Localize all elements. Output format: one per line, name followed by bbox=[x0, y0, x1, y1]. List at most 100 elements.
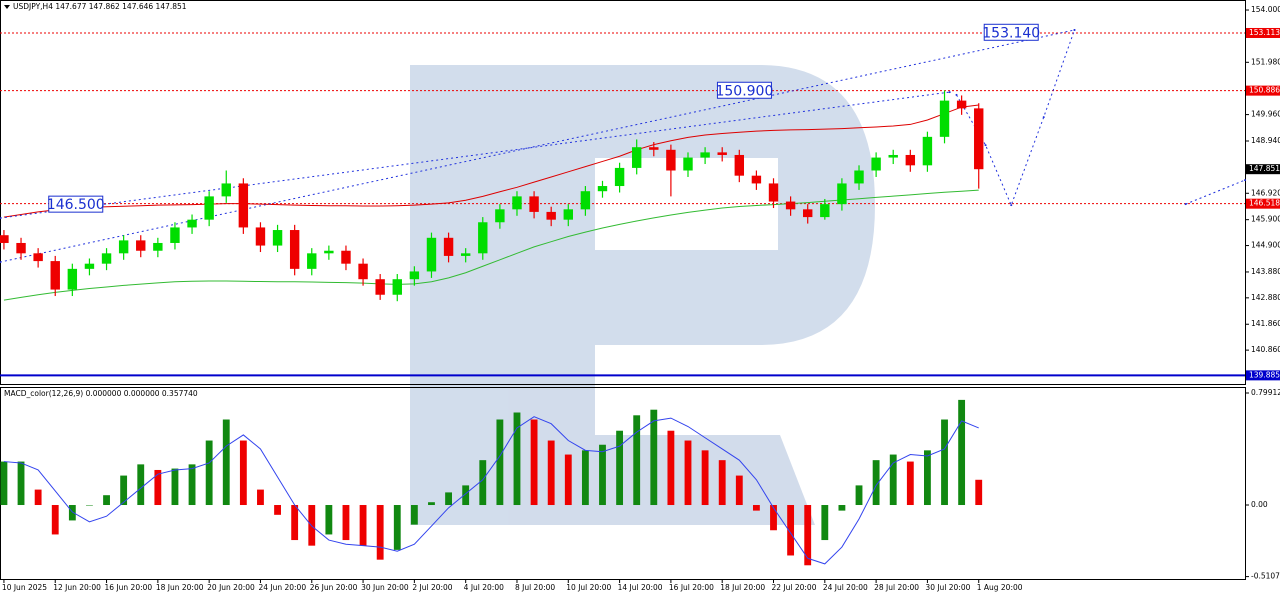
macd-bar bbox=[975, 479, 983, 506]
trend-point bbox=[1244, 179, 1246, 182]
macd-bar bbox=[872, 460, 880, 506]
candle-body bbox=[307, 253, 317, 269]
candle-body bbox=[922, 136, 933, 166]
macd-bar bbox=[889, 454, 897, 506]
macd-bar bbox=[445, 492, 452, 506]
macd-bar bbox=[855, 485, 863, 506]
macd-bar bbox=[188, 464, 196, 506]
macd-bar bbox=[428, 502, 435, 506]
macd-bar bbox=[222, 419, 230, 506]
y-tick-label: 146.920 bbox=[1251, 188, 1280, 197]
candle-body bbox=[67, 268, 78, 290]
candle-body bbox=[289, 230, 300, 269]
macd-bar bbox=[17, 461, 25, 506]
indicator-title: MACD_color(12,26,9) 0.000000 0.000000 0.… bbox=[4, 389, 198, 398]
candle-body bbox=[16, 242, 26, 254]
macd-bar bbox=[599, 444, 606, 506]
y-tick-label: 0.00 bbox=[1251, 500, 1268, 509]
price-label-box bbox=[1246, 27, 1280, 38]
candle-body bbox=[649, 147, 659, 150]
x-tick-label: 4 Jul 20:00 bbox=[464, 583, 504, 592]
x-tick-label: 24 Jun 20:00 bbox=[258, 583, 306, 592]
candle-body bbox=[221, 183, 231, 197]
moving-average bbox=[3, 189, 979, 301]
y-tick-label: 148.940 bbox=[1251, 136, 1280, 145]
macd-bar bbox=[650, 409, 658, 506]
trend-point bbox=[1010, 204, 1013, 207]
candle-body bbox=[529, 196, 539, 212]
macd-bar bbox=[770, 505, 777, 531]
x-tick-label: 22 Jul 20:00 bbox=[772, 583, 817, 592]
macd-bar bbox=[205, 440, 213, 506]
x-tick-label: 10 Jul 20:00 bbox=[566, 583, 611, 592]
macd-bar bbox=[752, 505, 760, 511]
macd-bar bbox=[906, 461, 914, 506]
macd-bar bbox=[633, 415, 641, 506]
annotation-label: 150.900 bbox=[715, 83, 773, 99]
annotation: 146.500 bbox=[47, 195, 105, 213]
macd-bar bbox=[51, 505, 59, 535]
candle-body bbox=[563, 209, 573, 220]
macd-bar bbox=[120, 475, 128, 506]
candle-body bbox=[341, 250, 351, 264]
candle-body bbox=[580, 191, 591, 210]
macd-bar bbox=[68, 505, 76, 521]
x-tick-label: 16 Jun 20:00 bbox=[105, 583, 153, 592]
candle-body bbox=[666, 149, 676, 171]
macd-bar bbox=[325, 505, 333, 535]
x-tick-label: 18 Jun 20:00 bbox=[156, 583, 204, 592]
macd-bar bbox=[667, 430, 675, 506]
macd-bar bbox=[86, 505, 93, 506]
price-label: 139.885 bbox=[1249, 370, 1280, 379]
y-tick-label: 151.980 bbox=[1251, 57, 1280, 66]
macd-bar bbox=[804, 505, 812, 566]
candle-body bbox=[854, 170, 864, 184]
macd-bar bbox=[581, 450, 589, 506]
candle-body bbox=[871, 157, 881, 171]
candle-body bbox=[734, 154, 745, 176]
x-tick-label: 2 Jul 20:00 bbox=[412, 583, 452, 592]
menu-arrow[interactable] bbox=[4, 5, 10, 9]
macd-bar bbox=[924, 450, 931, 506]
macd-bar bbox=[359, 505, 367, 546]
macd-bar bbox=[616, 430, 624, 506]
trend-point bbox=[0, 217, 1, 220]
macd-bar bbox=[941, 419, 948, 506]
macd-bar bbox=[564, 454, 572, 506]
candle-body bbox=[803, 209, 813, 218]
annotation-box bbox=[48, 195, 104, 213]
trend-point bbox=[955, 93, 958, 96]
macd-bar bbox=[787, 505, 795, 556]
price-label-box bbox=[1246, 198, 1280, 209]
y-tick-label: 149.960 bbox=[1251, 110, 1280, 119]
macd-bar bbox=[0, 461, 8, 506]
macd-bar bbox=[393, 505, 401, 550]
macd-bar bbox=[410, 505, 418, 525]
macd-bar bbox=[103, 495, 110, 506]
candle-body bbox=[820, 204, 830, 218]
annotation-label: 146.500 bbox=[47, 197, 105, 213]
trend-point bbox=[1073, 28, 1076, 31]
candle-body bbox=[409, 271, 420, 280]
trend-point bbox=[1042, 116, 1045, 119]
price-label: 153.113 bbox=[1249, 28, 1280, 37]
candle-body bbox=[426, 237, 437, 272]
price-label: 150.886 bbox=[1249, 86, 1280, 95]
macd-bar bbox=[34, 489, 42, 506]
candle-body bbox=[974, 108, 984, 170]
candle-body bbox=[255, 227, 266, 246]
macd-bar bbox=[462, 485, 470, 506]
candle-body bbox=[614, 167, 625, 187]
price-panel-frame bbox=[0, 0, 1246, 385]
candle-body bbox=[101, 253, 112, 264]
annotation-box bbox=[716, 81, 772, 99]
candle-body bbox=[700, 152, 710, 158]
candle-body bbox=[768, 183, 779, 202]
x-tick-label: 28 Jul 20:00 bbox=[874, 583, 919, 592]
candle-body bbox=[153, 242, 163, 251]
candle-body bbox=[512, 196, 522, 210]
candle-body bbox=[837, 183, 847, 205]
y-tick-label: 144.900 bbox=[1251, 241, 1280, 250]
trend-line bbox=[0, 29, 1075, 263]
y-tick-label: 140.860 bbox=[1251, 345, 1280, 354]
